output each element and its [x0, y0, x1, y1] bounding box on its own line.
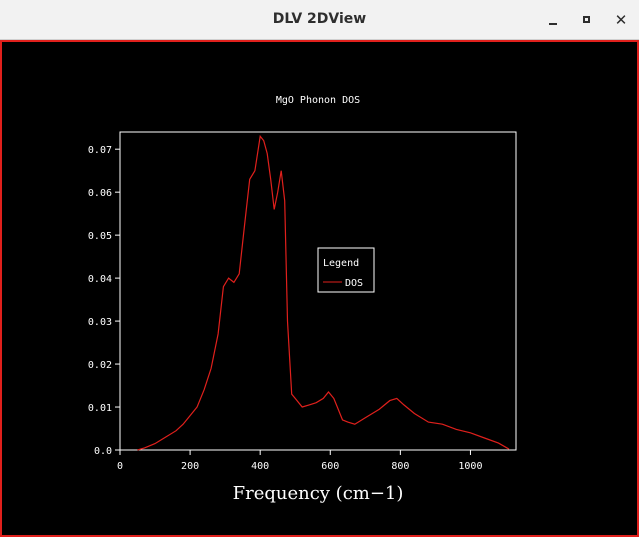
maximize-button[interactable] — [577, 10, 597, 30]
y-tick-label: 0.07 — [88, 145, 112, 156]
x-tick-label: 0 — [117, 461, 123, 472]
legend-entry-dos: DOS — [345, 278, 363, 289]
legend-box — [317, 247, 375, 293]
dos-chart: MgO Phonon DOS 0.00.010.020.030.040.050.… — [88, 95, 517, 504]
window-title: DLV 2DView — [272, 11, 367, 27]
y-tick-label: 0.01 — [88, 403, 112, 414]
y-tick-label: 0.03 — [88, 317, 112, 328]
minimize-icon — [549, 23, 557, 25]
plot-frame — [119, 131, 517, 451]
y-tick-label: 0.04 — [88, 274, 112, 285]
chart-title: MgO Phonon DOS — [276, 95, 360, 106]
series-layer — [137, 134, 510, 451]
x-axis-label: Frequency (cm−1) — [233, 483, 404, 504]
x-axis: 0 200 400 600 800 1000 — [117, 450, 482, 472]
series-line-dos — [137, 134, 510, 451]
close-button[interactable]: ✕ — [611, 10, 631, 30]
x-tick-label: 1000 — [458, 461, 482, 472]
legend: Legend DOS — [317, 247, 375, 293]
y-tick-label: 0.0 — [94, 446, 112, 457]
x-tick-label: 200 — [181, 461, 199, 472]
x-tick-label: 400 — [251, 461, 269, 472]
y-axis: 0.0 0.01 0.02 0.03 0.04 0.05 0.06 0.07 — [88, 145, 120, 457]
title-bar[interactable]: DLV 2DView ✕ — [0, 0, 639, 40]
maximize-icon — [583, 16, 590, 23]
close-icon: ✕ — [614, 11, 628, 29]
y-tick-label: 0.06 — [88, 188, 112, 199]
minimize-button[interactable] — [543, 10, 563, 30]
legend-title: Legend — [323, 258, 359, 269]
y-tick-label: 0.02 — [88, 360, 112, 371]
y-tick-label: 0.05 — [88, 231, 112, 242]
x-tick-label: 800 — [391, 461, 409, 472]
x-tick-label: 600 — [321, 461, 339, 472]
plot-canvas[interactable]: MgO Phonon DOS 0.0 0.01 0.02 0.03 0.04 0.05 0.… — [0, 40, 639, 537]
